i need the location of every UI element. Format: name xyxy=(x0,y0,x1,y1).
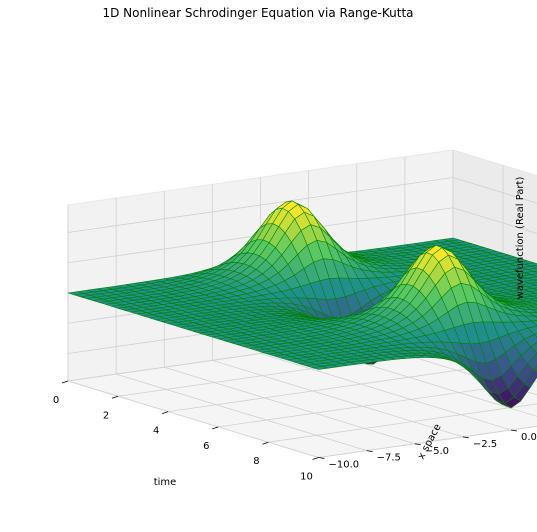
x-tick-label: 2 xyxy=(103,410,109,421)
y-tick-mark xyxy=(415,444,421,445)
chart-title: 1D Nonlinear Schrodinger Equation via Ra… xyxy=(102,6,413,20)
x-tick-mark xyxy=(112,396,118,398)
y-tick-mark xyxy=(367,451,373,452)
y-tick-mark xyxy=(511,430,517,431)
x-tick-mark xyxy=(162,412,168,414)
x-tick-label: 10 xyxy=(300,472,313,483)
x-tick-label: 0 xyxy=(53,395,59,406)
x-tick-label: 6 xyxy=(203,441,209,452)
x-axis-label: time xyxy=(154,477,177,488)
x-tick-label: 4 xyxy=(153,426,159,437)
y-tick-mark xyxy=(463,437,469,438)
y-tick-label: 0.0 xyxy=(521,432,537,443)
y-tick-label: −2.5 xyxy=(473,439,497,450)
x-tick-mark xyxy=(212,427,218,429)
y-tick-mark xyxy=(319,458,325,459)
y-tick-label: −10.0 xyxy=(329,460,360,471)
z-axis-label: wavefunction (Real Part) xyxy=(515,177,526,300)
y-tick-label: −7.5 xyxy=(377,453,401,464)
x-tick-label: 8 xyxy=(253,456,259,467)
x-tick-mark xyxy=(313,458,319,460)
x-tick-mark xyxy=(262,442,268,444)
x-tick-mark xyxy=(62,381,68,383)
